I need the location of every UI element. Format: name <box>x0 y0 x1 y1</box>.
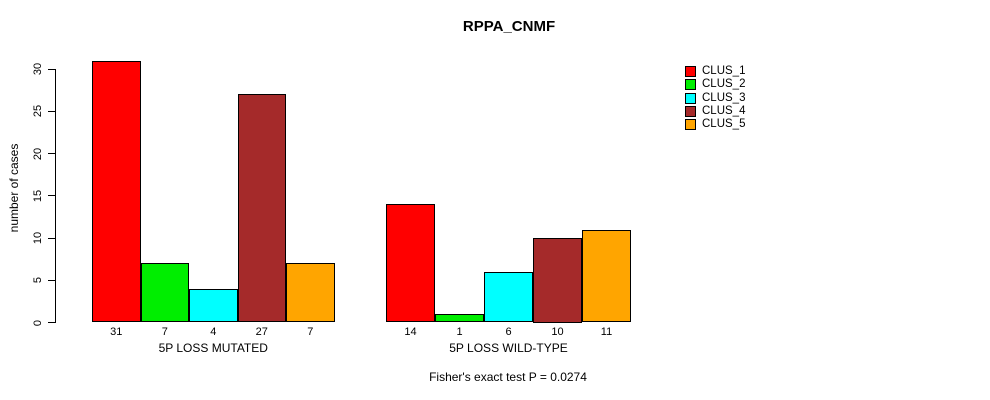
bar-clus_1 <box>92 60 141 323</box>
y-axis-tick-label: 30 <box>32 62 44 76</box>
y-axis-tick-label: 15 <box>32 189 44 202</box>
bar-clus_5 <box>286 263 335 323</box>
bar-clus_4 <box>533 238 582 323</box>
y-axis-tick-label: 20 <box>32 147 44 160</box>
bar-clus_2 <box>435 314 484 323</box>
bar-value-label: 7 <box>161 326 168 338</box>
legend-label: CLUS_3 <box>702 91 746 104</box>
y-axis-tick <box>48 237 55 239</box>
legend-label: CLUS_5 <box>702 118 746 131</box>
fisher-test-note: Fisher's exact test P = 0.0274 <box>429 370 587 384</box>
y-axis-tick <box>48 279 55 281</box>
bar-clus_3 <box>484 271 533 323</box>
legend-label: CLUS_2 <box>702 78 746 91</box>
bar-clus_3 <box>189 288 238 323</box>
x-group-label: 5P LOSS MUTATED <box>158 341 268 355</box>
y-axis-tick <box>48 195 55 197</box>
y-axis-tick <box>48 68 55 70</box>
bar-clus_2 <box>140 263 189 323</box>
legend-swatch-clus_1 <box>685 66 696 77</box>
y-axis-line <box>55 69 56 323</box>
legend-swatch-clus_3 <box>685 92 696 104</box>
bar-value-label: 1 <box>456 326 463 338</box>
y-axis-tick <box>48 322 55 323</box>
bar-clus_5 <box>582 229 631 323</box>
bar-value-label: 6 <box>505 326 512 338</box>
y-axis-tick-label: 25 <box>32 105 44 118</box>
bar-value-label: 27 <box>255 326 268 338</box>
bar-value-label: 31 <box>110 326 123 338</box>
bar-value-label: 7 <box>307 326 314 338</box>
legend-label: CLUS_1 <box>702 65 746 77</box>
y-axis-tick <box>48 110 55 112</box>
bar-value-label: 10 <box>551 326 564 338</box>
bar-value-label: 14 <box>404 326 417 338</box>
bar-clus_1 <box>386 204 435 323</box>
y-axis-tick-label: 10 <box>32 231 44 245</box>
y-axis-tick-label: 5 <box>32 277 44 284</box>
bar-value-label: 4 <box>210 326 217 338</box>
y-axis-label: number of cases <box>7 143 21 233</box>
legend-swatch-clus_5 <box>685 119 696 131</box>
x-group-label: 5P LOSS WILD-TYPE <box>449 341 568 355</box>
y-axis-tick-label: 0 <box>32 319 44 326</box>
bar-value-label: 11 <box>600 326 613 338</box>
plot-title: RPPA_CNMF <box>462 18 556 35</box>
legend-swatch-clus_2 <box>685 79 696 91</box>
y-axis-tick <box>48 153 55 154</box>
bar-clus_4 <box>237 94 286 323</box>
legend-swatch-clus_4 <box>685 105 696 117</box>
legend-label: CLUS_4 <box>702 104 746 117</box>
